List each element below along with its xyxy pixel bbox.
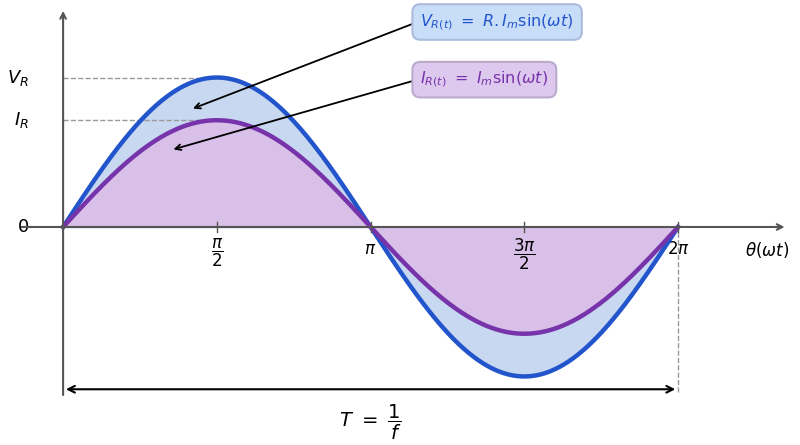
Text: $T\ =\ \dfrac{1}{f}$: $T\ =\ \dfrac{1}{f}$ [339, 403, 402, 442]
Text: $I_{R(t)}\ =\ I_m\sin(\omega t)$: $I_{R(t)}\ =\ I_m\sin(\omega t)$ [420, 70, 548, 89]
Text: $V_R$: $V_R$ [7, 68, 29, 88]
Text: $I_R$: $I_R$ [14, 110, 29, 130]
Text: $2\pi$: $2\pi$ [666, 240, 690, 258]
Text: $\dfrac{\pi}{2}$: $\dfrac{\pi}{2}$ [210, 237, 223, 269]
Text: $\pi$: $\pi$ [365, 240, 377, 258]
Text: $\dfrac{3\pi}{2}$: $\dfrac{3\pi}{2}$ [513, 237, 536, 272]
Text: $0$: $0$ [17, 218, 29, 236]
Text: $V_{R(t)}\ =\ R.I_m\sin(\omega t)$: $V_{R(t)}\ =\ R.I_m\sin(\omega t)$ [420, 12, 574, 32]
Text: $\theta(\omega t)$: $\theta(\omega t)$ [746, 240, 790, 260]
